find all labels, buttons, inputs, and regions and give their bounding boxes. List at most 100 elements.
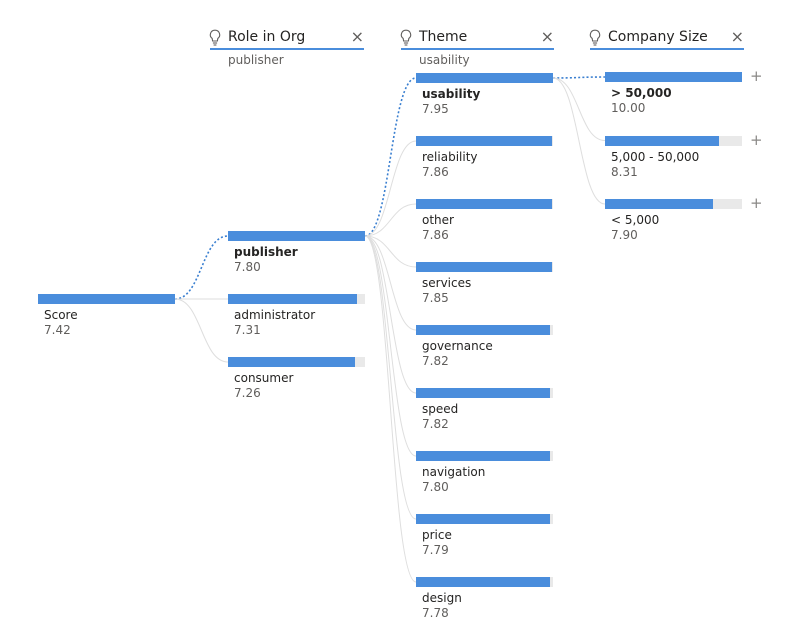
bar-track xyxy=(416,136,553,146)
bar-track xyxy=(38,294,175,304)
connector-theme-usability xyxy=(364,77,417,237)
close-icon[interactable]: × xyxy=(540,27,554,46)
node-value: 7.79 xyxy=(422,543,449,557)
level-header-theme: Theme × usability xyxy=(399,27,554,70)
node-label: usability xyxy=(422,87,481,101)
node-theme-governance[interactable]: governance 7.82 xyxy=(416,325,553,368)
node-value: 7.86 xyxy=(422,165,449,179)
node-label: reliability xyxy=(422,150,478,164)
connector-theme-navigation xyxy=(364,235,417,457)
node-company-size-5-000[interactable]: < 5,000 7.90 xyxy=(605,199,742,242)
node-theme-usability[interactable]: usability 7.95 xyxy=(416,73,553,116)
connector-theme-governance xyxy=(364,235,417,331)
bar-fill xyxy=(605,135,719,146)
close-icon[interactable]: × xyxy=(730,27,744,46)
level-title: Theme xyxy=(419,29,468,45)
bar-track xyxy=(605,199,742,209)
node-label: Score xyxy=(44,308,78,322)
bar-track xyxy=(416,325,553,335)
connector-theme-reliability xyxy=(364,140,417,237)
node-value: 7.85 xyxy=(422,291,449,305)
connector-theme-services xyxy=(364,235,417,268)
connector-theme-price xyxy=(364,235,417,520)
node-theme-reliability[interactable]: reliability 7.86 xyxy=(416,136,553,179)
node-value: 10.00 xyxy=(611,101,646,115)
connector-theme-design xyxy=(364,235,417,583)
bar-fill xyxy=(416,325,551,335)
node-value: 7.86 xyxy=(422,228,449,242)
connector-company-size-5-000 xyxy=(552,77,606,205)
node-label: governance xyxy=(422,339,493,353)
node-label: 5,000 - 50,000 xyxy=(611,149,700,164)
node-value: 7.80 xyxy=(422,480,449,494)
node-label: design xyxy=(422,591,462,605)
node-value: 7.78 xyxy=(422,606,449,620)
bar-fill xyxy=(228,357,356,367)
connector-company-size-50-000 xyxy=(552,76,606,79)
level-selected-value: publisher xyxy=(228,53,284,67)
bar-track xyxy=(416,514,553,524)
node-role-in-org-consumer[interactable]: consumer 7.26 xyxy=(228,357,365,400)
node-theme-speed[interactable]: speed 7.82 xyxy=(416,388,553,431)
bar-fill xyxy=(228,294,357,304)
bar-track xyxy=(228,231,365,241)
level-selected-value: usability xyxy=(419,53,470,67)
level-header-company-size: Company Size × xyxy=(588,27,744,70)
bar-fill xyxy=(416,451,551,461)
connector-role-in-org-publisher xyxy=(174,235,229,300)
node-label: price xyxy=(422,528,452,542)
lightbulb-icon[interactable] xyxy=(208,29,222,47)
lightbulb-icon[interactable] xyxy=(588,29,602,47)
node-theme-other[interactable]: other 7.86 xyxy=(416,199,553,242)
bar-track xyxy=(228,294,365,304)
node-label: speed xyxy=(422,402,459,416)
node-value: 7.82 xyxy=(422,354,449,368)
lightbulb-icon[interactable] xyxy=(399,29,413,47)
bar-fill xyxy=(416,73,553,83)
plus-icon[interactable]: + xyxy=(750,194,763,212)
connector-theme-speed xyxy=(364,235,417,394)
bar-fill xyxy=(416,514,551,524)
bar-fill xyxy=(416,262,552,272)
node-company-size-5-000-50-000[interactable]: 5,000 - 50,000 8.31 xyxy=(605,135,742,179)
plus-icon[interactable]: + xyxy=(750,67,763,85)
node-role-in-org-publisher[interactable]: publisher 7.80 xyxy=(228,231,365,274)
node-value: 7.42 xyxy=(44,323,71,337)
connector-role-in-org-consumer xyxy=(174,298,229,363)
plus-icon[interactable]: + xyxy=(750,130,763,149)
node-value: 7.82 xyxy=(422,417,449,431)
node-theme-services[interactable]: services 7.85 xyxy=(416,262,553,305)
node-theme-design[interactable]: design 7.78 xyxy=(416,577,553,620)
bar-track xyxy=(416,388,553,398)
node-label: services xyxy=(422,276,472,290)
bar-track xyxy=(416,451,553,461)
node-label: consumer xyxy=(234,371,294,385)
bar-fill xyxy=(38,294,175,304)
node-theme-price[interactable]: price 7.79 xyxy=(416,514,553,557)
level-title: Company Size xyxy=(608,29,708,45)
node-label: < 5,000 xyxy=(611,213,660,227)
bar-track xyxy=(605,72,742,82)
node-value: 7.26 xyxy=(234,386,261,400)
node-label: administrator xyxy=(234,308,316,322)
bar-fill xyxy=(416,199,552,209)
node-value: 7.80 xyxy=(234,260,261,274)
node-role-in-org-administrator[interactable]: administrator 7.31 xyxy=(228,294,365,337)
bar-fill xyxy=(605,199,714,209)
close-icon[interactable]: × xyxy=(350,27,364,46)
bar-track xyxy=(605,135,742,146)
node-root-score[interactable]: Score 7.42 xyxy=(38,294,175,337)
node-value: 7.95 xyxy=(422,102,449,116)
node-theme-navigation[interactable]: navigation 7.80 xyxy=(416,451,553,494)
node-company-size-50-000[interactable]: > 50,000 10.00 xyxy=(605,72,742,115)
level-title: Role in Org xyxy=(228,29,306,45)
connector-company-size-5-000-50-000 xyxy=(552,77,606,141)
node-label: publisher xyxy=(234,245,298,259)
node-value: 7.90 xyxy=(611,228,638,242)
level-header-role-in-org: Role in Org × publisher xyxy=(208,27,364,70)
node-label: navigation xyxy=(422,465,486,479)
bar-track xyxy=(416,199,553,209)
bar-track xyxy=(416,73,553,83)
bar-fill xyxy=(416,577,551,587)
